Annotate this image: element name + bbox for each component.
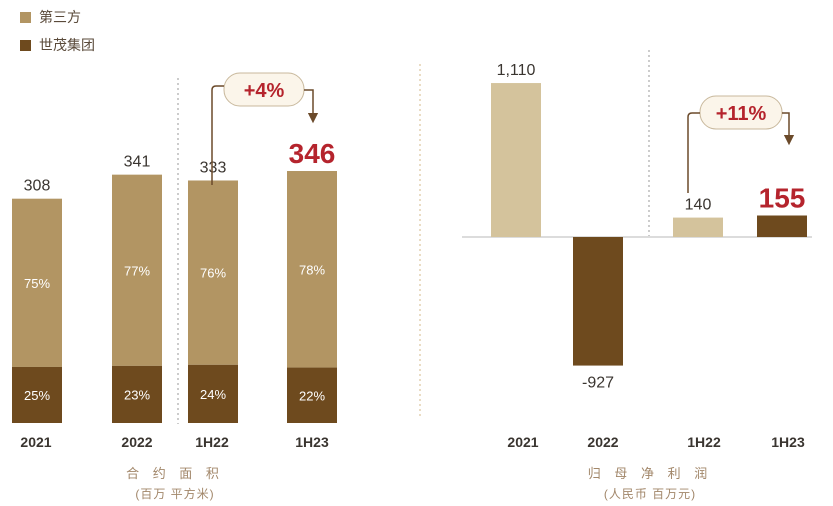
legend-item-third-party: 第三方 xyxy=(20,7,81,27)
profit-bar-2022 xyxy=(573,237,623,366)
profit-value-label-1H22: 140 xyxy=(685,197,712,214)
total-label-2021: 308 xyxy=(24,178,51,195)
x-tick-label-1H22: 1H22 xyxy=(687,434,721,450)
legend-label-shimao-group: 世茂集团 xyxy=(39,37,95,53)
pct-label-shimao-2021: 25% xyxy=(24,388,50,403)
x-tick-label-1H23: 1H23 xyxy=(295,434,329,450)
right-chart-caption: 归 母 净 利 润 (人民币 百万元) xyxy=(575,463,725,502)
left-growth-label: +4% xyxy=(244,80,285,102)
bar-segment-third-party-2022 xyxy=(112,174,162,366)
legend-label-third-party: 第三方 xyxy=(39,9,81,25)
right-growth-arrow xyxy=(782,112,795,146)
x-tick-label-1H22: 1H22 xyxy=(195,434,229,450)
profit-value-label-1H23: 155 xyxy=(759,183,806,214)
profit-value-label-2022: -927 xyxy=(582,375,614,392)
profit-bar-1H22 xyxy=(673,217,723,237)
left-chart-caption: 合 约 面 积 (百万 平方米) xyxy=(100,463,250,502)
left-chart-title: 合 约 面 积 xyxy=(126,466,224,481)
legend-swatch-third-party xyxy=(20,11,31,23)
bar-segment-third-party-1H22 xyxy=(188,180,238,365)
profit-bar-2021 xyxy=(491,83,541,237)
bar-segment-third-party-1H23 xyxy=(287,171,337,368)
bar-segment-shimao-2022 xyxy=(112,365,162,423)
profit-bar-1H23 xyxy=(757,215,807,237)
x-tick-label-2021: 2021 xyxy=(507,434,538,450)
legend-swatch-shimao-group xyxy=(20,39,31,51)
legend-item-shimao-group: 世茂集团 xyxy=(20,35,95,55)
pct-label-third-party-2021: 75% xyxy=(24,276,50,291)
total-label-1H22: 333 xyxy=(200,159,227,176)
x-tick-label-2021: 2021 xyxy=(20,434,51,450)
total-label-1H23: 346 xyxy=(289,138,336,169)
left-growth-connector xyxy=(211,85,224,185)
x-tick-label-2022: 2022 xyxy=(121,434,152,450)
right-growth-connector xyxy=(687,112,700,193)
pct-label-third-party-1H23: 78% xyxy=(299,262,325,277)
pct-label-shimao-1H23: 22% xyxy=(299,388,325,403)
right-chart-title: 归 母 净 利 润 xyxy=(587,466,713,481)
right-growth-label: +11% xyxy=(716,103,767,125)
left-chart-subtitle: (百万 平方米) xyxy=(135,487,215,501)
bar-segment-shimao-1H23 xyxy=(287,367,337,423)
profit-value-label-2021: 1,110 xyxy=(497,62,536,79)
total-label-2022: 341 xyxy=(124,154,151,171)
left-growth-arrow xyxy=(304,89,319,124)
x-tick-label-2022: 2022 xyxy=(587,434,618,450)
bar-segment-third-party-2021 xyxy=(12,198,62,367)
pct-label-third-party-1H22: 76% xyxy=(200,266,226,281)
bar-segment-shimao-2021 xyxy=(12,366,62,423)
pct-label-third-party-2022: 77% xyxy=(124,263,150,278)
pct-label-shimao-1H22: 24% xyxy=(200,387,226,402)
pct-label-shimao-2022: 23% xyxy=(124,387,150,402)
bar-segment-shimao-1H22 xyxy=(188,364,238,423)
right-chart-subtitle: (人民币 百万元) xyxy=(603,487,697,501)
x-tick-label-1H23: 1H23 xyxy=(771,434,805,450)
